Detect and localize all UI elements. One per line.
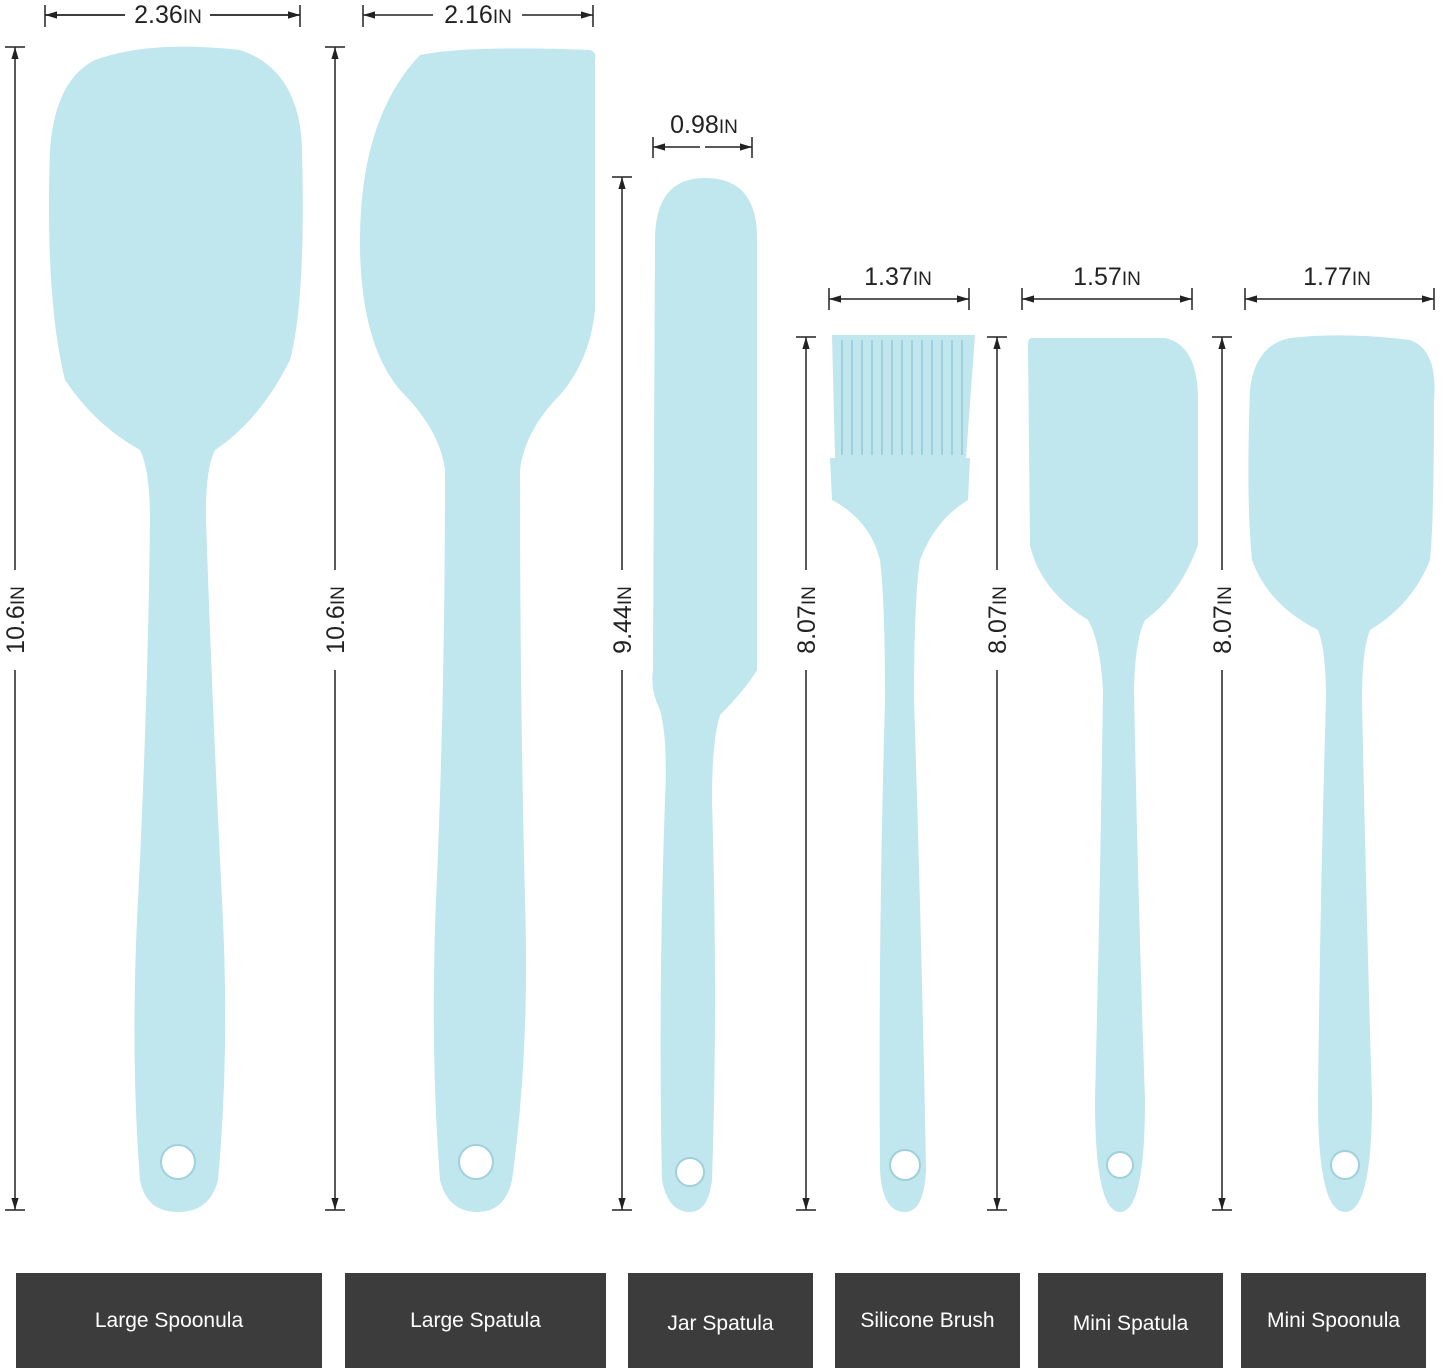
width-label-mini-spoonula: 1.77IN (1303, 263, 1371, 291)
height-label-large-spatula: 10.6IN (322, 586, 350, 654)
width-label-large-spatula: 2.16IN (444, 1, 512, 29)
hang-hole-icon (1330, 1150, 1360, 1180)
large-spoonula-shape (49, 46, 303, 1213)
height-label-jar-spatula: 9.44IN (609, 586, 637, 654)
width-label-large-spoonula: 2.36IN (134, 1, 202, 29)
name-label-jar-spatula: Jar Spatula (628, 1273, 813, 1368)
height-label-mini-spatula: 8.07IN (984, 586, 1012, 654)
name-label-silicone-brush: Silicone Brush (835, 1273, 1020, 1368)
dimension-lines (5, 5, 1435, 1211)
height-label-large-spoonula: 10.6IN (2, 586, 30, 654)
width-label-mini-spatula: 1.57IN (1073, 263, 1141, 291)
hang-hole-icon (889, 1149, 921, 1181)
width-label-silicone-brush: 1.37IN (864, 263, 932, 291)
hang-hole-icon (160, 1144, 196, 1180)
hang-hole-icon (675, 1157, 705, 1187)
height-label-mini-spoonula: 8.07IN (1209, 586, 1237, 654)
brush-bristles (841, 340, 963, 455)
name-label-large-spoonula: Large Spoonula (16, 1273, 322, 1368)
mini-spatula-shape (1028, 338, 1198, 1212)
hang-hole-icon (458, 1144, 494, 1180)
jar-spatula-shape (652, 178, 758, 1212)
large-spatula-shape (359, 48, 596, 1212)
name-label-mini-spoonula: Mini Spoonula (1241, 1273, 1426, 1368)
mini-spoonula-shape (1248, 335, 1435, 1212)
width-label-jar-spatula: 0.98IN (670, 111, 738, 139)
height-label-silicone-brush: 8.07IN (793, 586, 821, 654)
silicone-brush-shape (830, 335, 975, 1212)
name-label-mini-spatula: Mini Spatula (1038, 1273, 1223, 1368)
hang-hole-icon (1106, 1151, 1134, 1179)
name-label-large-spatula: Large Spatula (345, 1273, 606, 1368)
